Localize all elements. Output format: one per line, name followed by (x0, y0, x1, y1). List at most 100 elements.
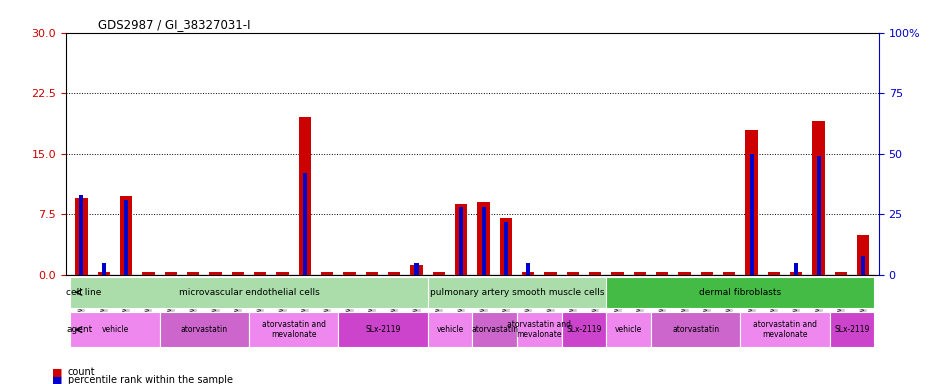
Bar (656, 273, 668, 275)
Text: GSM215327: GSM215327 (547, 279, 554, 321)
Text: GSM215338: GSM215338 (793, 279, 799, 321)
Bar (459, 207, 463, 275)
Text: cell line: cell line (66, 288, 102, 297)
Bar (526, 263, 530, 275)
Bar (299, 118, 311, 275)
Text: SLx-2119: SLx-2119 (835, 325, 870, 334)
Bar (343, 273, 355, 275)
Text: atorvastatin: atorvastatin (180, 325, 227, 334)
Bar (562, 312, 606, 348)
Bar (142, 273, 154, 275)
Bar (651, 312, 741, 348)
Bar (249, 312, 338, 348)
Bar (544, 273, 556, 275)
Text: GSM215336: GSM215336 (748, 279, 755, 321)
Text: GSM215313: GSM215313 (458, 279, 464, 321)
Text: GSM215333: GSM215333 (682, 279, 687, 321)
Text: atorvastatin and
mevalonate: atorvastatin and mevalonate (261, 320, 325, 339)
Bar (79, 195, 84, 275)
Text: GSM215335: GSM215335 (727, 279, 732, 321)
Bar (455, 204, 467, 275)
Bar (606, 312, 651, 348)
Bar (70, 312, 160, 348)
Bar (835, 273, 847, 275)
Bar (338, 312, 428, 348)
Text: dermal fibroblasts: dermal fibroblasts (699, 288, 781, 297)
Bar (411, 265, 423, 275)
Text: GSM215325: GSM215325 (503, 279, 509, 321)
Bar (741, 312, 830, 348)
Bar (749, 154, 754, 275)
Bar (611, 273, 623, 275)
Bar (791, 273, 803, 275)
Bar (303, 173, 306, 275)
Bar (366, 273, 378, 275)
Text: GSM215331: GSM215331 (637, 279, 643, 321)
Bar (75, 198, 87, 275)
Bar (432, 273, 445, 275)
Bar (415, 263, 418, 275)
Bar (812, 121, 824, 275)
Text: GSM215344: GSM215344 (190, 279, 196, 321)
Bar (120, 196, 133, 275)
Text: GSM215254: GSM215254 (146, 279, 151, 321)
Text: GSM215297: GSM215297 (347, 279, 352, 321)
Text: GSM215334: GSM215334 (704, 279, 710, 321)
Text: GSM215253: GSM215253 (123, 279, 129, 321)
Text: GSM215293: GSM215293 (258, 279, 263, 321)
Text: GSM215283: GSM215283 (212, 279, 218, 321)
Bar (567, 273, 579, 275)
Bar (388, 273, 400, 275)
Bar (589, 273, 602, 275)
Text: atorvastatin and
mevalonate: atorvastatin and mevalonate (753, 320, 817, 339)
Bar (321, 273, 334, 275)
Text: atorvastatin: atorvastatin (672, 325, 719, 334)
Bar (504, 222, 508, 275)
Text: agent: agent (66, 325, 92, 334)
Text: atorvastatin and
mevalonate: atorvastatin and mevalonate (508, 320, 572, 339)
Text: GSM215326: GSM215326 (525, 279, 531, 321)
Text: GSM215311: GSM215311 (414, 279, 419, 321)
Bar (794, 263, 798, 275)
Text: GSM215332: GSM215332 (659, 279, 666, 321)
Bar (164, 273, 177, 275)
Text: GSM215295: GSM215295 (302, 279, 307, 321)
Text: GSM215330: GSM215330 (615, 279, 620, 321)
Bar (254, 273, 266, 275)
Bar (830, 312, 874, 348)
Bar (857, 235, 870, 275)
Bar (276, 273, 289, 275)
Text: GSM215324: GSM215324 (480, 279, 487, 321)
Text: GSM215310: GSM215310 (391, 279, 398, 321)
Text: GSM215329: GSM215329 (592, 279, 598, 321)
Text: pulmonary artery smooth muscle cells: pulmonary artery smooth muscle cells (430, 288, 604, 297)
Bar (500, 218, 512, 275)
Text: vehicle: vehicle (436, 325, 463, 334)
Bar (70, 276, 428, 308)
Bar (102, 263, 106, 275)
Bar (679, 273, 691, 275)
Bar (745, 129, 758, 275)
Text: GSM214810: GSM214810 (78, 279, 85, 321)
Bar (231, 273, 244, 275)
Bar (481, 207, 486, 275)
Bar (187, 273, 199, 275)
Bar (768, 273, 780, 275)
Text: GSM215298: GSM215298 (368, 279, 375, 321)
Bar (428, 276, 606, 308)
Bar (861, 255, 866, 275)
Bar (98, 273, 110, 275)
Text: GSM215284: GSM215284 (235, 279, 241, 321)
Text: GSM215244: GSM215244 (101, 279, 107, 321)
Bar (428, 312, 473, 348)
Text: GSM215341: GSM215341 (860, 279, 867, 321)
Text: microvascular endothelial cells: microvascular endothelial cells (179, 288, 320, 297)
Text: SLx-2119: SLx-2119 (567, 325, 602, 334)
Bar (478, 202, 490, 275)
Text: GSM215294: GSM215294 (279, 279, 286, 321)
Text: vehicle: vehicle (615, 325, 642, 334)
Text: GSM215328: GSM215328 (570, 279, 576, 321)
Text: count: count (68, 367, 95, 377)
Text: ■: ■ (52, 367, 62, 377)
Bar (723, 273, 735, 275)
